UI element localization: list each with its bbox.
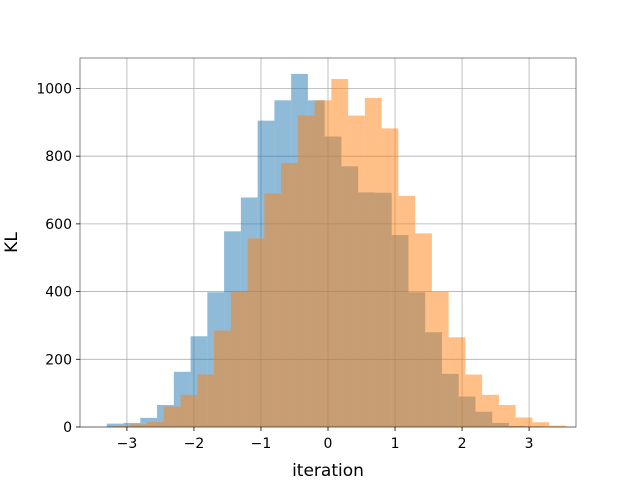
histogram-bar [431, 291, 449, 427]
histogram-bar [482, 394, 499, 427]
histogram-bar [264, 193, 282, 427]
x-tick-label: 2 [458, 436, 467, 452]
x-tick-label: −3 [117, 436, 138, 452]
histogram-bar [106, 423, 124, 427]
histogram-bar [180, 394, 198, 427]
x-axis: −3 −2 −1 0 1 2 3 [117, 427, 534, 452]
histogram-bar [364, 97, 382, 428]
x-tick-label: 3 [525, 436, 534, 452]
histogram-bar [498, 404, 516, 427]
histogram-bar [247, 238, 265, 427]
series-1 [113, 78, 566, 428]
histogram-bar [130, 424, 148, 427]
histogram-bar [147, 421, 164, 427]
histogram-bar [297, 115, 315, 427]
y-tick-label: 600 [45, 217, 72, 233]
histogram-bar [331, 78, 349, 428]
histogram-bar [448, 337, 466, 427]
histogram-bar [381, 128, 399, 427]
histogram-bar [197, 374, 215, 427]
histogram-bar [214, 330, 231, 427]
histogram-bar [465, 374, 483, 427]
y-tick-label: 200 [45, 352, 72, 368]
histogram-bar [163, 406, 181, 427]
y-axis-label: KL [2, 232, 22, 253]
x-tick-label: 1 [391, 436, 400, 452]
histogram-bar [549, 425, 566, 427]
x-axis-label: iteration [292, 461, 364, 480]
histogram-bar [113, 425, 131, 427]
y-tick-label: 400 [45, 285, 72, 301]
histogram-bar [348, 115, 365, 427]
plot-area [79, 57, 577, 428]
y-tick-label: 1000 [36, 81, 72, 97]
histogram-bar [415, 233, 432, 427]
histogram-bar [281, 162, 298, 428]
bars [106, 73, 566, 428]
histogram-bar [532, 422, 550, 427]
histogram-bar [230, 291, 248, 427]
histogram-bar [314, 100, 332, 427]
x-tick-label: −1 [251, 436, 272, 452]
y-axis: 0 200 400 600 800 1000 [36, 81, 80, 436]
x-tick-label: −2 [184, 436, 205, 452]
x-tick-label: 0 [324, 436, 333, 452]
y-tick-label: 800 [45, 149, 72, 165]
y-tick-label: 0 [63, 420, 72, 436]
histogram-bar [515, 417, 533, 427]
histogram-bar [398, 195, 416, 427]
